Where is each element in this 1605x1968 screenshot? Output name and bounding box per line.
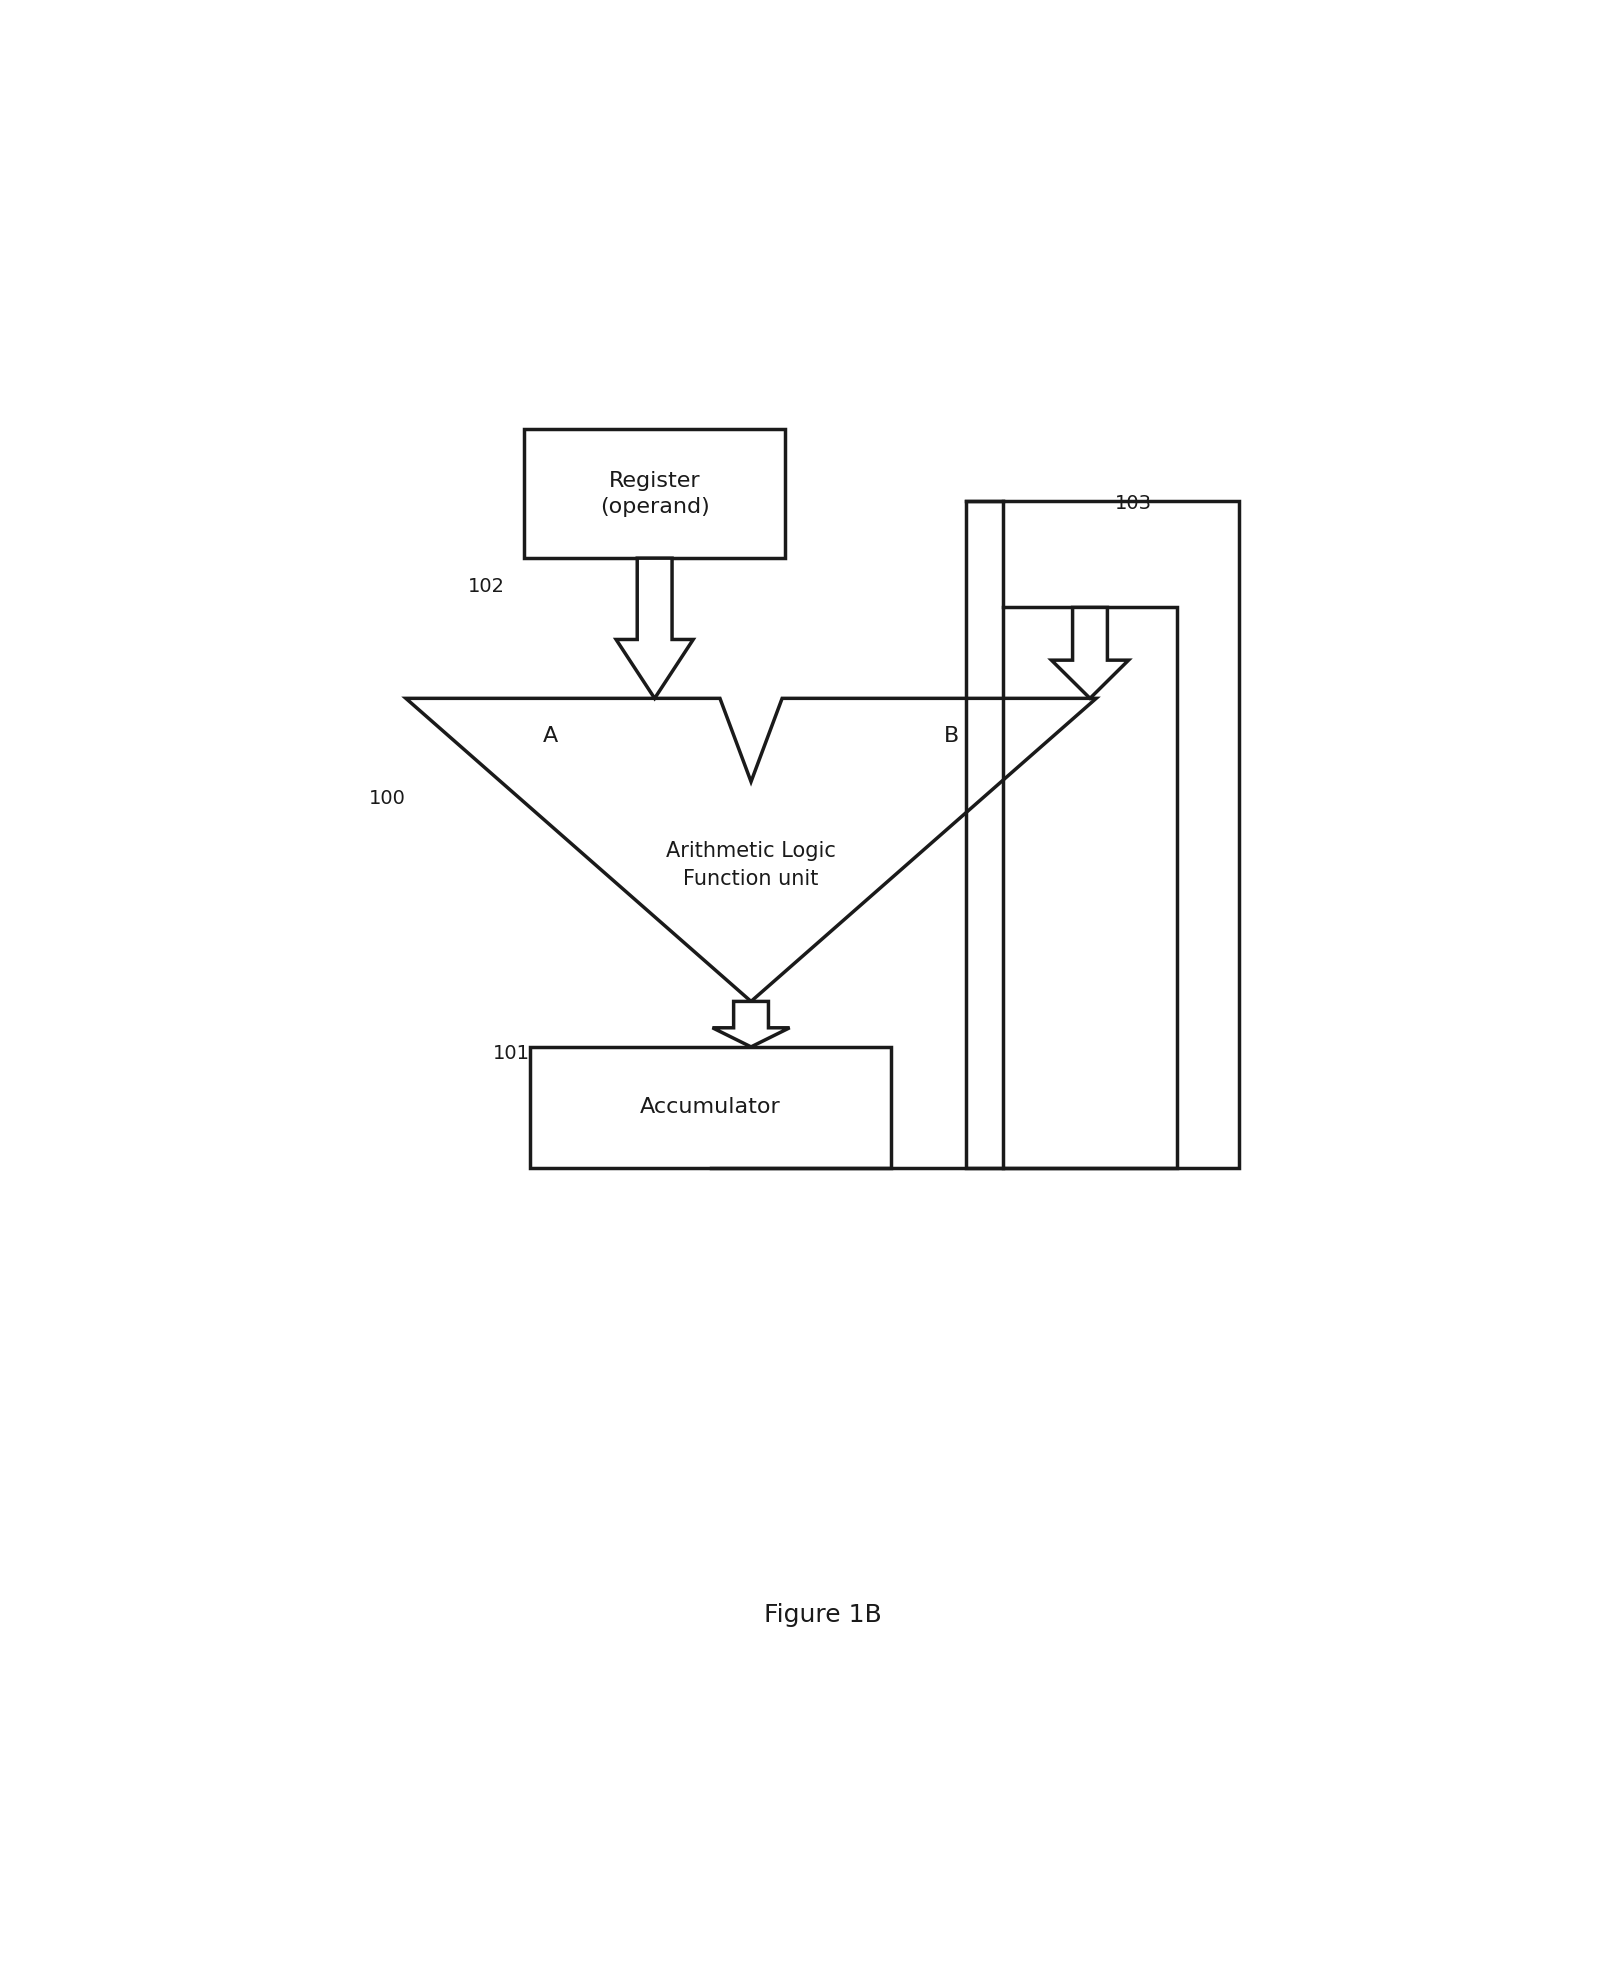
Bar [1003,608,1176,1169]
Text: B: B [944,726,958,746]
Polygon shape [1051,608,1128,699]
Text: Figure 1B: Figure 1B [764,1604,881,1628]
Text: A: A [542,726,559,746]
Text: Accumulator: Accumulator [640,1098,782,1118]
Polygon shape [616,559,693,699]
Bar [530,1047,891,1169]
Text: 103: 103 [1115,494,1152,514]
Text: 100: 100 [369,789,406,809]
Polygon shape [406,699,1096,1002]
Text: 101: 101 [493,1043,530,1063]
Bar [523,429,785,559]
Polygon shape [713,1002,790,1047]
Text: Register
(operand): Register (operand) [600,470,709,518]
Text: Arithmetic Logic
Function unit: Arithmetic Logic Function unit [666,840,836,890]
Bar [966,502,1239,1169]
Text: 102: 102 [469,577,506,596]
